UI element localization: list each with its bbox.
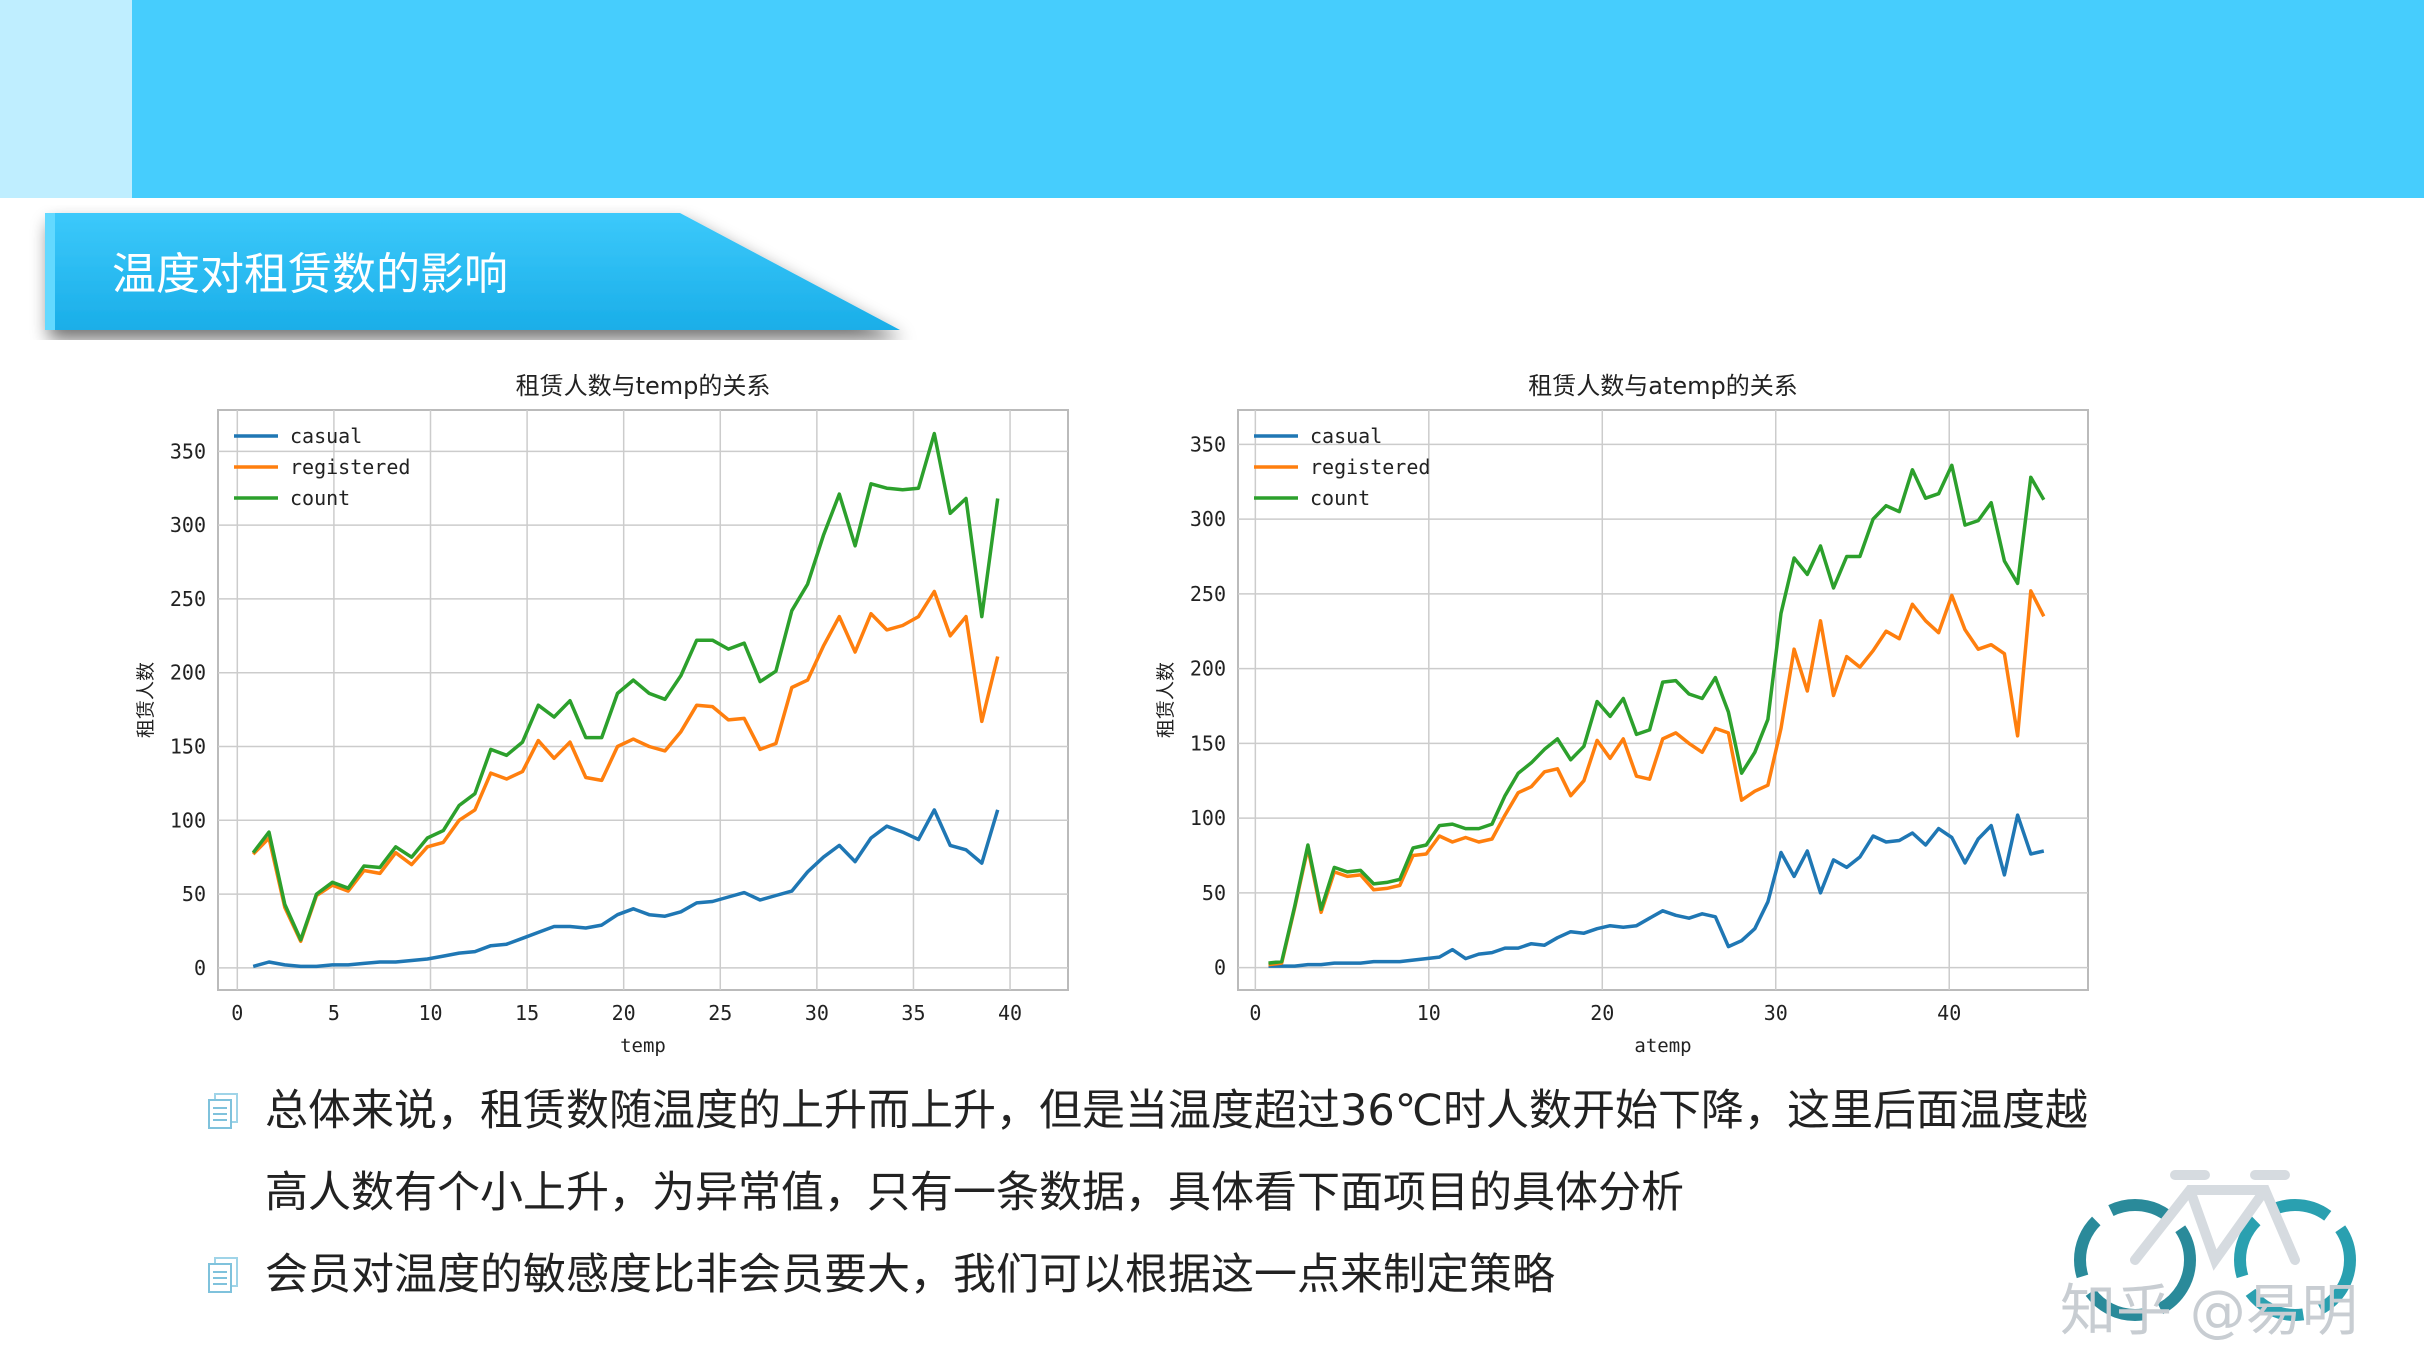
chart-title: 租赁人数与atemp的关系 [1528, 372, 1798, 400]
bullet-text: 会员对温度的敏感度比非会员要大，我们可以根据这一点来制定策略 [265, 1250, 1555, 1300]
series-line-count [251, 431, 1000, 942]
y-tick-label: 300 [1190, 507, 1226, 531]
x-tick-label: 35 [901, 1001, 925, 1025]
series-line-count [1268, 463, 2046, 965]
y-tick-label: 150 [1190, 731, 1226, 755]
legend-label: count [1310, 486, 1370, 510]
x-tick-label: 30 [1764, 1001, 1788, 1025]
document-icon [208, 1257, 238, 1293]
legend: casual registered count [1254, 424, 1430, 510]
y-tick-label: 200 [1190, 657, 1226, 681]
legend-label: registered [290, 455, 410, 479]
bullet-text: 总体来说，租赁数随温度的上升而上升，但是当温度超过36℃时人数开始下降，这里后面… [265, 1086, 2089, 1218]
chart-atemp: 0 10 20 30 40 0 50 100 150 200 250 300 350 租赁人数与atemp… [1155, 372, 2089, 1057]
header-band-light [0, 0, 132, 198]
x-tick-label: 40 [1937, 1001, 1961, 1025]
x-tick-label: 10 [418, 1001, 442, 1025]
title-banner [45, 213, 900, 330]
x-tick-label: 5 [328, 1001, 340, 1025]
x-tick-label: 30 [805, 1001, 829, 1025]
legend: casual registered count [234, 424, 410, 510]
legend-label: count [290, 486, 350, 510]
x-axis-label: temp [620, 1035, 666, 1057]
x-tick-label: 25 [708, 1001, 732, 1025]
series-line-casual [252, 808, 1000, 969]
y-tick-label: 50 [1202, 881, 1226, 905]
y-tick-label: 0 [1214, 956, 1226, 980]
series-line-casual [1268, 813, 2045, 968]
bicycle-logo-icon: 知乎 @易明 [2060, 1170, 2358, 1340]
chart-title: 租赁人数与temp的关系 [516, 372, 771, 400]
x-tick-label: 20 [1590, 1001, 1614, 1025]
y-axis-label: 租赁人数 [135, 662, 157, 738]
legend-label: casual [1310, 424, 1382, 448]
x-tick-label: 0 [1249, 1001, 1261, 1025]
bullet-list: 总体来说，租赁数随温度的上升而上升，但是当温度超过36℃时人数开始下降，这里后面… [205, 1070, 2105, 1316]
bullet-item: 会员对温度的敏感度比非会员要大，我们可以根据这一点来制定策略 [205, 1234, 2105, 1316]
x-axis-label: atemp [1634, 1035, 1691, 1057]
legend-label: registered [1310, 455, 1430, 479]
y-tick-label: 100 [170, 808, 206, 832]
x-tick-label: 10 [1417, 1001, 1441, 1025]
y-tick-label: 350 [1190, 432, 1226, 456]
slide-title: 温度对租赁数的影响 [112, 249, 508, 300]
legend-label: casual [290, 424, 362, 448]
y-tick-label: 50 [182, 882, 206, 906]
y-tick-label: 300 [170, 513, 206, 537]
series-line-registered [1268, 589, 2046, 967]
y-axis-label: 租赁人数 [1155, 662, 1177, 738]
y-tick-label: 350 [170, 439, 206, 463]
series-line-registered [251, 589, 1000, 944]
chart-temp: 0 5 10 15 20 25 30 35 40 0 50 100 150 200 250 300 350 租赁人… [135, 372, 1069, 1057]
watermark-text: 知乎 @易明 [2060, 1279, 2358, 1340]
x-tick-label: 15 [515, 1001, 539, 1025]
y-tick-label: 150 [170, 734, 206, 758]
y-tick-label: 100 [1190, 806, 1226, 830]
x-tick-label: 0 [231, 1001, 243, 1025]
header-band [132, 0, 2424, 198]
x-tick-label: 40 [998, 1001, 1022, 1025]
document-icon [208, 1093, 238, 1129]
y-tick-label: 250 [1190, 582, 1226, 606]
x-tick-label: 20 [612, 1001, 636, 1025]
y-tick-label: 200 [170, 661, 206, 685]
y-tick-label: 250 [170, 587, 206, 611]
y-tick-label: 0 [194, 956, 206, 980]
bullet-item: 总体来说，租赁数随温度的上升而上升，但是当温度超过36℃时人数开始下降，这里后面… [205, 1070, 2105, 1234]
